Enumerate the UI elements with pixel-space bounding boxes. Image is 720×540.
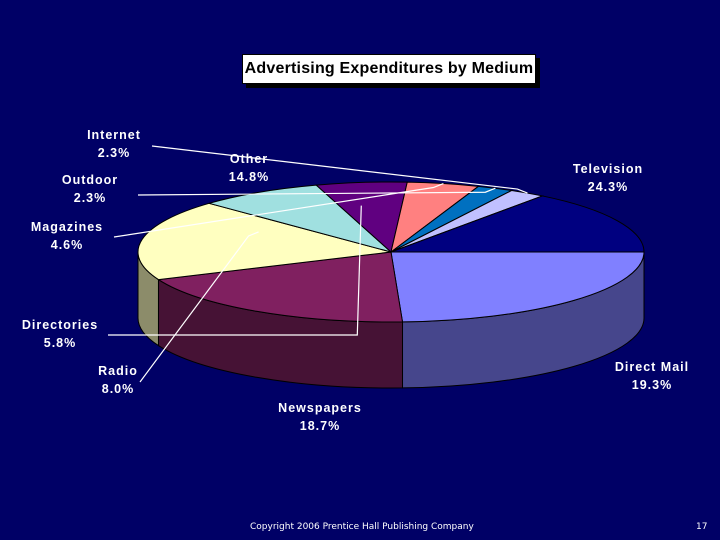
leader-directories — [108, 205, 362, 336]
pie-slice-television — [390, 251, 645, 323]
label-internet-value: 2.3% — [97, 146, 131, 160]
label-direct-mail-value: 19.3% — [631, 378, 673, 392]
pie-slice-newspapers — [137, 202, 392, 281]
label-direct-mail-name: Direct Mail — [614, 360, 690, 374]
label-newspapers: Newspapers 18.7% — [260, 399, 380, 435]
label-directories: Directories 5.8% — [8, 316, 112, 352]
label-radio: Radio 8.0% — [78, 362, 158, 398]
label-outdoor-value: 2.3% — [73, 191, 107, 205]
label-directories-value: 5.8% — [43, 336, 77, 350]
label-outdoor: Outdoor 2.3% — [50, 171, 130, 207]
page-number: 17 — [696, 522, 708, 532]
label-other-name: Other — [229, 152, 269, 166]
label-radio-name: Radio — [98, 364, 138, 378]
pie-slice-other — [390, 195, 645, 253]
leader-magazines — [113, 182, 444, 238]
label-directories-name: Directories — [21, 318, 99, 332]
leader-outdoor — [137, 187, 496, 196]
pie-slice-radio — [207, 184, 392, 253]
chart-title-box: Advertising Expenditures by Medium — [242, 54, 536, 84]
label-newspapers-name: Newspapers — [278, 401, 362, 415]
pie-tops — [137, 181, 645, 323]
label-internet-name: Internet — [87, 128, 141, 142]
label-television: Television 24.3% — [548, 160, 668, 196]
copyright-footer: Copyright 2006 Prentice Hall Publishing … — [250, 522, 474, 532]
label-internet: Internet 2.3% — [74, 126, 154, 162]
label-magazines-value: 4.6% — [50, 238, 84, 252]
leader-internet — [151, 145, 528, 194]
label-magazines-name: Magazines — [30, 220, 104, 234]
label-outdoor-name: Outdoor — [61, 173, 119, 187]
label-magazines: Magazines 4.6% — [18, 218, 116, 254]
pie-slice-direct-mail — [157, 251, 404, 323]
leader-lines — [108, 145, 528, 383]
label-television-name: Television — [572, 162, 644, 176]
label-direct-mail: Direct Mail 19.3% — [592, 358, 712, 394]
label-other: Other 14.8% — [212, 150, 286, 186]
pie-sides — [137, 251, 645, 389]
label-radio-value: 8.0% — [101, 382, 135, 396]
label-other-value: 14.8% — [228, 170, 270, 184]
leader-radio — [139, 231, 259, 383]
label-newspapers-value: 18.7% — [299, 419, 341, 433]
label-television-value: 24.3% — [587, 180, 629, 194]
chart-title: Advertising Expenditures by Medium — [244, 60, 534, 77]
